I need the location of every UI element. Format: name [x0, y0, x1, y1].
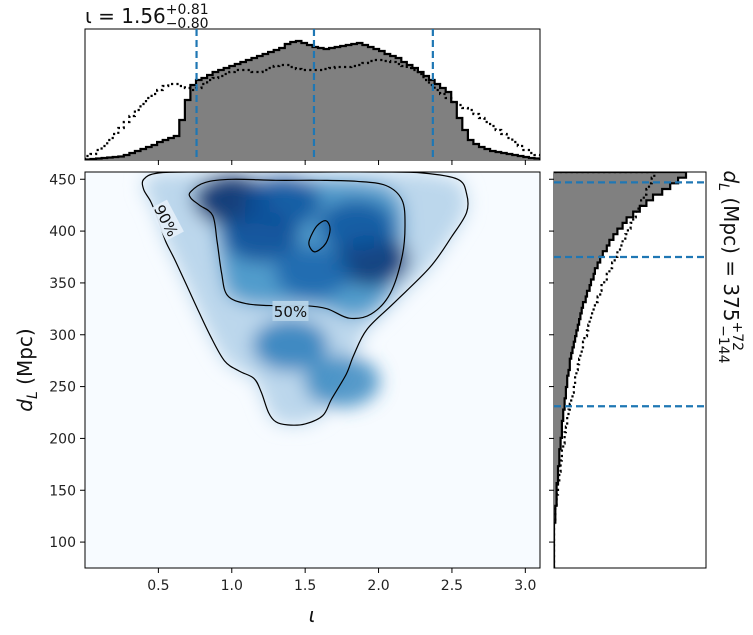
y-axis: 100 150 200 250 300 350 400 450	[49, 172, 85, 551]
top-marginal-panel: ι = 1.56+0.81 −0.80	[84, 2, 541, 161]
right-panel-title: dL (Mpc) = 375+72−144	[715, 170, 745, 363]
contour-line-50%	[188, 178, 406, 320]
x-tick-label: 0.5	[147, 578, 169, 594]
y-axis-label: dL (Mpc)	[13, 328, 41, 411]
right-hist-outline	[554, 172, 688, 568]
main-density-panel: 50%90% 0.5 1.0 1.5 2.0 2.5 3.0 10015020025030…	[13, 160, 541, 627]
top-histogram-content	[85, 29, 540, 160]
contour-label-gap	[149, 199, 184, 241]
density-heatmap	[143, 172, 467, 425]
top-panel-title: ι = 1.56+0.81 −0.80	[85, 2, 209, 32]
contour-label-group: 50%	[272, 300, 309, 321]
x-tick-label: 2.5	[441, 578, 463, 594]
x-axis-label: ι	[309, 603, 316, 627]
contour-label-50%: 50%	[274, 303, 307, 321]
right-marginal-panel: dL (Mpc) = 375+72−144	[549, 170, 745, 569]
y-tick-label: 100	[49, 535, 76, 551]
x-tick-label: 1.0	[221, 578, 243, 594]
right-hist-dotted	[554, 172, 656, 568]
x-tick-label: 2.0	[367, 578, 389, 594]
y-tick-label: 250	[49, 380, 76, 396]
contour-line-inner	[308, 220, 331, 253]
y-tick-label: 350	[49, 276, 76, 292]
right-panel-ticks	[549, 178, 554, 543]
contour-label-gap	[272, 300, 309, 321]
density-peak-4	[318, 199, 395, 252]
x-axis: 0.5 1.0 1.5 2.0 2.5 3.0	[147, 160, 536, 594]
y-tick-label: 200	[49, 431, 76, 447]
right-histogram-content	[554, 172, 706, 568]
top-hist-dotted	[85, 58, 540, 160]
density-peak-6	[252, 319, 329, 372]
right-hist-fill	[554, 172, 686, 568]
x-tick-label: 3.0	[514, 578, 536, 594]
top-hist-outline	[85, 39, 540, 160]
y-tick-label: 300	[49, 328, 76, 344]
density-peak-5	[274, 246, 351, 299]
y-tick-label: 150	[49, 483, 76, 499]
density-field	[143, 172, 467, 425]
y-tick-label: 400	[49, 224, 76, 240]
x-tick-label: 1.5	[294, 578, 316, 594]
y-tick-label: 450	[49, 172, 76, 188]
top-hist-fill	[85, 41, 540, 160]
main-panel-frame	[84, 171, 541, 569]
density-peak-2	[223, 210, 300, 263]
